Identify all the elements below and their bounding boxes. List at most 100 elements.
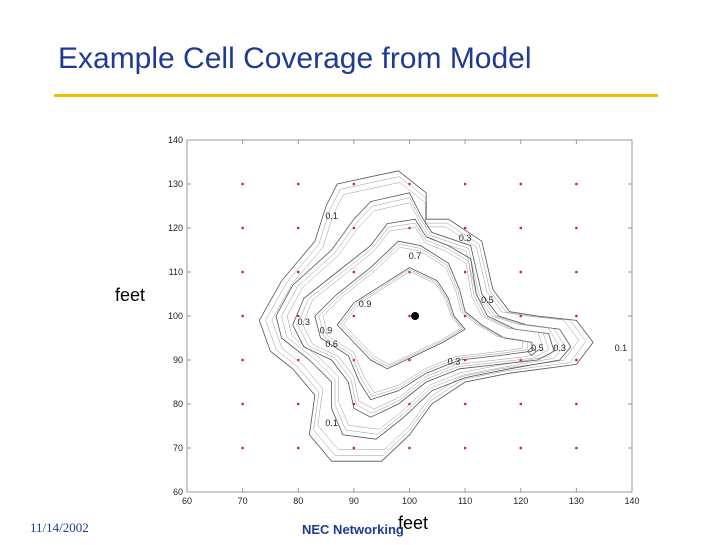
y-tick-label: 70 — [173, 443, 183, 453]
sample-point — [408, 314, 411, 318]
x-tick-label: 70 — [238, 496, 248, 506]
sample-point — [575, 402, 578, 406]
contour-0.9-inner — [343, 271, 462, 365]
x-tick-label: 90 — [349, 496, 359, 506]
sample-point — [296, 446, 300, 450]
contour-label: 0.3 — [553, 343, 566, 353]
sample-point — [575, 446, 578, 450]
y-tick-label: 110 — [169, 267, 183, 277]
sample-point — [575, 270, 578, 274]
title-underline — [54, 94, 658, 97]
y-tick-label: 100 — [168, 311, 183, 321]
sample-point — [575, 314, 578, 318]
y-axis-label: feet — [115, 285, 146, 305]
contour-label: 0.1 — [615, 343, 628, 353]
contour-0.5 — [292, 218, 555, 418]
sample-point — [408, 446, 411, 450]
x-tick-label: 130 — [569, 496, 584, 506]
sample-point — [463, 270, 467, 274]
contour-label: 0.9 — [359, 299, 372, 309]
sample-point — [296, 226, 300, 230]
sample-point — [408, 402, 411, 406]
contour-label: 0.5 — [531, 343, 544, 353]
sample-point — [296, 358, 300, 362]
y-tick-label: 120 — [168, 223, 183, 233]
contour-0.7-inner — [322, 246, 523, 394]
sample-point — [519, 402, 523, 406]
y-tick-label: 80 — [173, 399, 183, 409]
contour-0.7 — [314, 240, 533, 401]
y-tick-label: 90 — [173, 355, 183, 365]
slide-title: Example Cell Coverage from Model — [58, 42, 532, 75]
sample-point — [352, 314, 356, 318]
y-tick-label: 60 — [173, 487, 183, 497]
x-tick-label: 100 — [402, 496, 417, 506]
contour-0.9 — [336, 267, 466, 370]
sample-point — [241, 182, 244, 186]
sample-point — [296, 314, 300, 318]
sample-point — [519, 226, 523, 230]
sample-point — [463, 226, 467, 230]
x-tick-label: 110 — [458, 496, 472, 506]
contour-0.3 — [275, 192, 572, 440]
contour-label: 0.3 — [459, 233, 472, 243]
contour-0.3-inner — [286, 202, 559, 430]
sample-point — [519, 446, 523, 450]
sample-point — [352, 270, 356, 274]
contour-0.5-inner — [297, 222, 549, 414]
footer-org: NEC Networking — [302, 522, 404, 537]
sample-point — [241, 402, 244, 406]
sample-point — [296, 182, 300, 186]
sample-point — [519, 182, 523, 186]
access-point-marker — [411, 312, 420, 320]
axes-layer: 60 70 80 90 100 110 120 130 140 60 70 80 90 100 110 120… — [168, 135, 640, 506]
sample-point — [575, 358, 578, 362]
sample-point — [463, 182, 467, 186]
contour-0.1-inner — [265, 176, 587, 456]
contour-label: 0.1 — [325, 211, 338, 221]
footer-date: 11/14/2002 — [30, 520, 89, 535]
x-axis-label: feet — [398, 513, 429, 533]
sample-point — [296, 270, 300, 274]
x-tick-label: 120 — [513, 496, 528, 506]
sample-point — [519, 270, 523, 274]
contour-0.3-inner — [281, 197, 565, 435]
sample-point — [241, 314, 244, 318]
contour-label: 0.7 — [409, 251, 422, 261]
sample-point — [241, 446, 244, 450]
contour-label: 0.1 — [325, 418, 338, 428]
sample-point — [408, 358, 411, 362]
contours-layer — [258, 170, 594, 462]
contour-0.5-inner — [302, 226, 544, 410]
sample-point — [575, 226, 578, 230]
sample-point — [296, 402, 300, 406]
contour-labels-layer: 0.1 0.3 0.7 0.5 0.9 0.3 0.9 0.6 0.5 0.3 0.3 0.1 0.1 — [298, 211, 628, 428]
y-tick-label: 140 — [168, 135, 183, 145]
sample-point — [463, 314, 467, 318]
contour-label: 0.5 — [481, 295, 494, 305]
x-tick-label: 80 — [293, 496, 303, 506]
contour-0.1 — [258, 170, 594, 462]
sample-point — [575, 182, 578, 186]
y-tick-label: 130 — [168, 179, 183, 189]
sample-point — [241, 358, 244, 362]
contour-0.9-inner — [339, 269, 464, 367]
sample-point — [519, 314, 523, 318]
access-point-layer — [411, 312, 537, 356]
sample-point — [463, 446, 467, 450]
contour-label: 0.9 — [320, 326, 333, 336]
sample-point — [241, 270, 244, 274]
x-tick-label: 140 — [624, 496, 639, 506]
contour-0.7-inner — [318, 243, 528, 397]
contour-label: 0.3 — [298, 317, 311, 327]
contour-label: 0.3 — [448, 356, 461, 366]
sample-point — [352, 182, 356, 186]
secondary-marker — [527, 346, 537, 356]
sample-point — [352, 446, 356, 450]
x-tick-label: 60 — [182, 496, 192, 506]
sample-point — [463, 402, 467, 406]
contour-0.1-inner — [271, 182, 580, 450]
contour-label: 0.6 — [325, 339, 338, 349]
